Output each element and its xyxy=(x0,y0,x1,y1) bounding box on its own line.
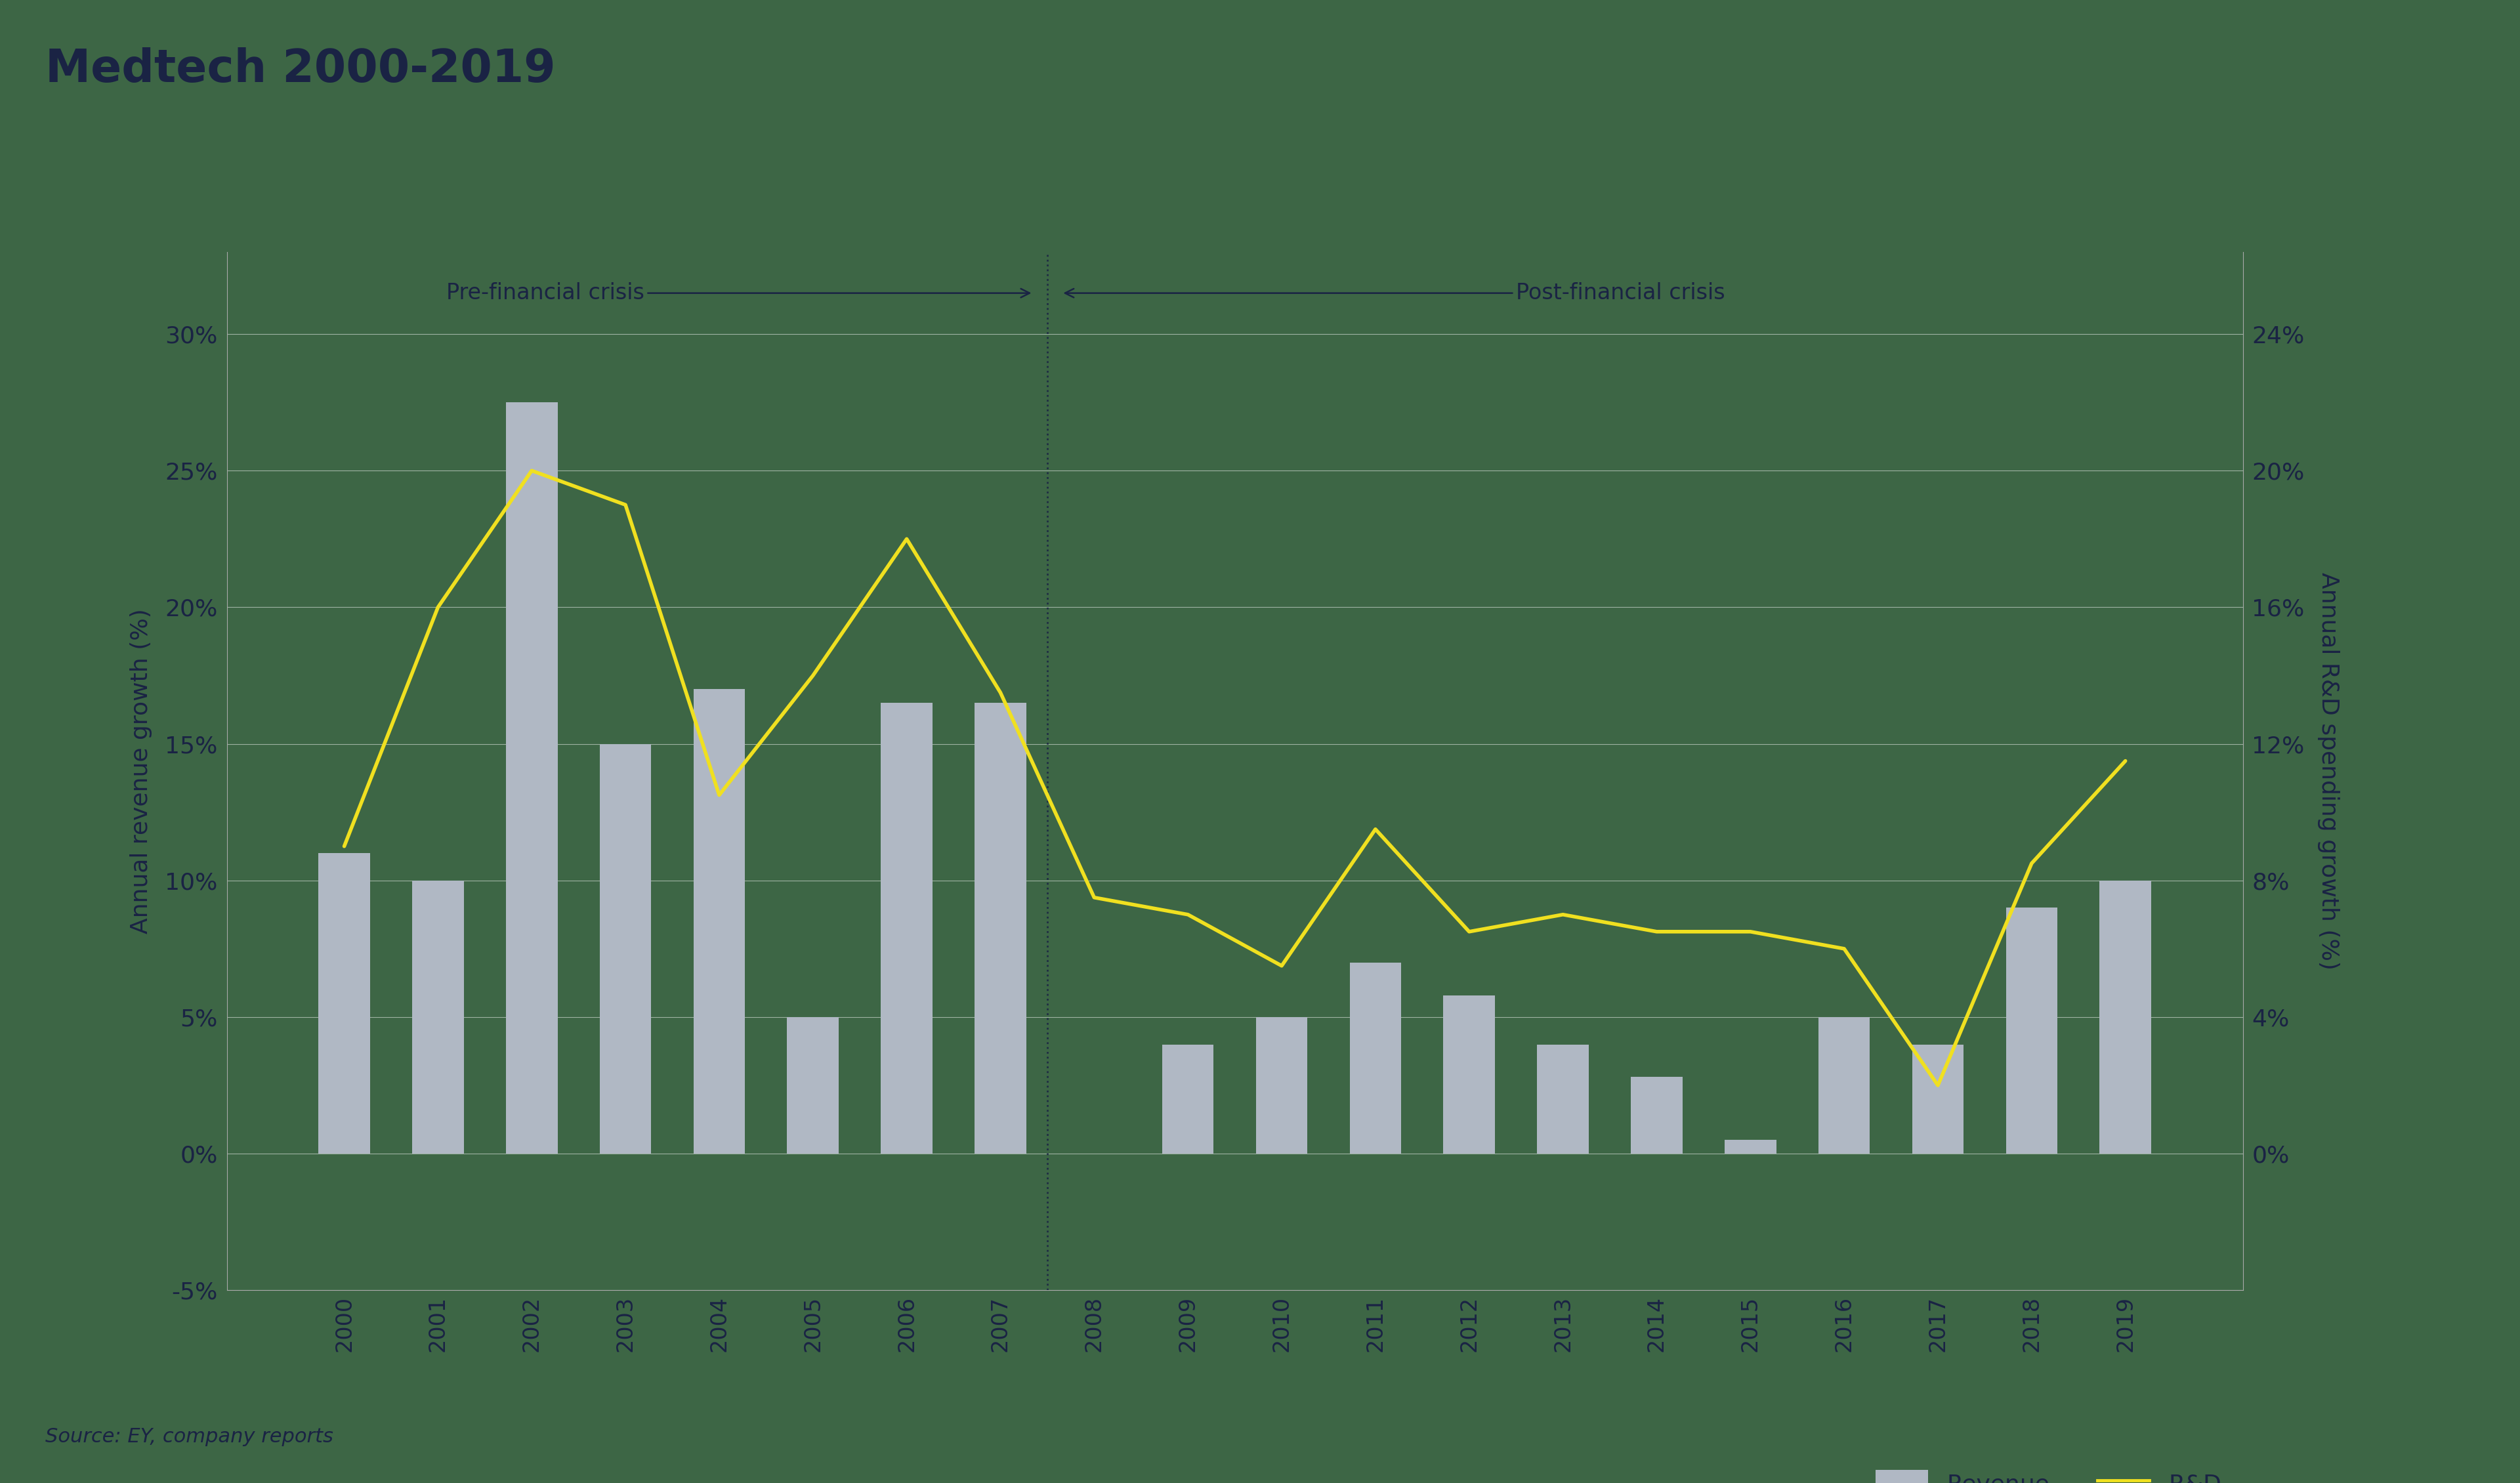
Legend: Revenue, R&D: Revenue, R&D xyxy=(1867,1461,2230,1483)
Bar xyxy=(413,881,464,1154)
Bar xyxy=(1444,995,1494,1154)
Bar xyxy=(2006,908,2056,1154)
Text: Pre-financial crisis: Pre-financial crisis xyxy=(446,282,1031,304)
Bar xyxy=(1537,1044,1588,1154)
Y-axis label: Annual R&D spending growth (%): Annual R&D spending growth (%) xyxy=(2318,572,2339,970)
Bar xyxy=(882,703,932,1154)
Bar xyxy=(507,402,557,1154)
Bar xyxy=(1913,1044,1963,1154)
Text: Medtech 2000-2019: Medtech 2000-2019 xyxy=(45,47,557,92)
Bar xyxy=(2099,881,2152,1154)
Bar xyxy=(975,703,1026,1154)
Bar xyxy=(1724,1140,1777,1154)
Bar xyxy=(1351,962,1401,1154)
Bar xyxy=(786,1017,839,1154)
Text: Source: EY, company reports: Source: EY, company reports xyxy=(45,1427,333,1446)
Y-axis label: Annual revenue growth (%): Annual revenue growth (%) xyxy=(131,608,151,934)
Bar xyxy=(693,690,746,1154)
Bar xyxy=(1255,1017,1308,1154)
Bar xyxy=(1630,1077,1683,1154)
Bar xyxy=(1162,1044,1215,1154)
Bar xyxy=(318,853,370,1154)
Text: Post-financial crisis: Post-financial crisis xyxy=(1066,282,1726,304)
Bar xyxy=(600,744,650,1154)
Bar xyxy=(1819,1017,1870,1154)
